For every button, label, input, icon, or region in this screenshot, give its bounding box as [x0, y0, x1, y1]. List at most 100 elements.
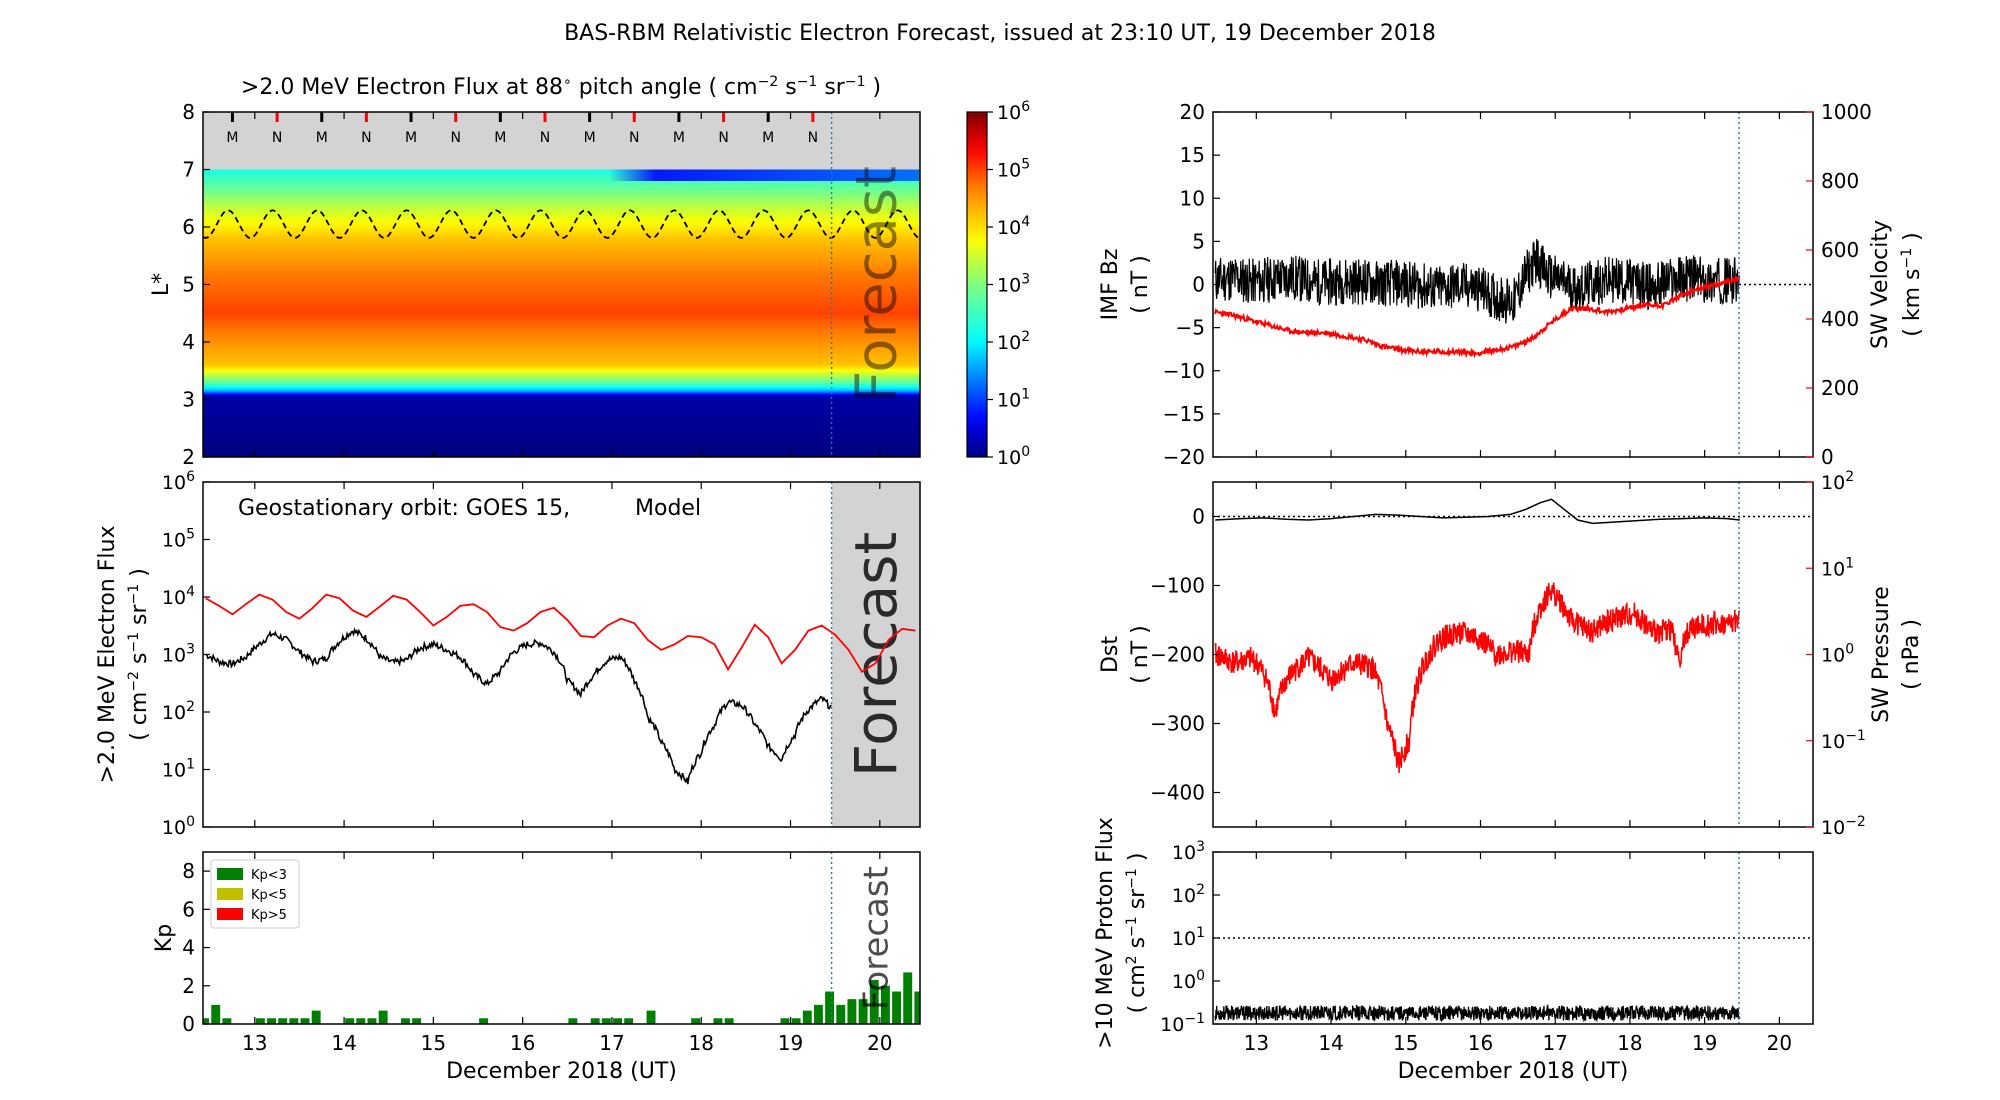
kp-bar — [1037, 999, 1046, 1024]
flux-map-y-tick-label: 4 — [182, 330, 195, 354]
geo-flux-y-tick-label-part: 0 — [186, 814, 195, 830]
proton-y-tick-label-part: 10 — [1172, 928, 1196, 950]
geo-flux-y-tick-label: 100 — [162, 814, 195, 839]
flux-map-marker-label: N — [361, 130, 371, 146]
flux-map-marker-label: N — [450, 130, 460, 146]
flux-map-y-tick-label: 5 — [182, 273, 195, 297]
dst-y-tick-label: 0 — [1192, 505, 1205, 529]
kp-bar — [345, 1018, 355, 1024]
dst-y-axis-label-line: Dst — [1098, 636, 1123, 673]
colorbar-tick-label: 100 — [997, 444, 1030, 469]
kp-bar — [311, 1010, 321, 1024]
dst-y2-tick-label-part: 0 — [1845, 642, 1854, 658]
kp-bar — [255, 1018, 265, 1024]
geo-flux-y-tick-label-part: 10 — [162, 530, 186, 552]
proton-y-tick-label: 10−1 — [1160, 1011, 1205, 1036]
dst-y2-tick-label: 100 — [1821, 642, 1854, 667]
dst-y-tick-label: −400 — [1150, 781, 1205, 805]
kp-bar — [568, 1018, 578, 1024]
geo-flux-model-line — [205, 593, 916, 674]
kp-bar — [479, 1018, 489, 1024]
dst-y2-axis-label-line: ( nPa ) — [1899, 619, 1924, 690]
kp-bar — [1015, 1005, 1024, 1024]
kp-bar — [880, 985, 890, 1024]
kp-bar — [948, 1011, 957, 1024]
dst-y-axis-label: Dst( nT ) — [1098, 625, 1153, 684]
proton-y-axis-label-line: ( cm2 s−1 sr−1 ) — [1124, 853, 1150, 1014]
dst-y2-tick-label-part: 10 — [1821, 645, 1845, 667]
geo-flux-y-tick-label-part: 10 — [162, 760, 186, 782]
flux-map-marker-label: N — [629, 130, 639, 146]
colorbar-tick-label-part: 10 — [997, 390, 1021, 412]
geo-flux-model-label: Model — [635, 496, 701, 521]
geo-flux-y-axis-label-line-part: sr — [127, 603, 152, 631]
kp-bar — [1082, 999, 1091, 1024]
geo-flux-y-tick-label-part: 10 — [162, 472, 186, 494]
kp-forecast-word: Forecast — [857, 866, 897, 1010]
kp-bar — [926, 999, 935, 1024]
flux-map-marker-label: N — [272, 130, 282, 146]
kp-bar — [267, 1018, 276, 1024]
imf-y2-axis-label-line: SW Velocity — [1868, 220, 1893, 349]
flux-map-title-part: ) — [865, 75, 881, 100]
colorbar — [966, 111, 988, 458]
kp-bar — [1071, 999, 1080, 1024]
imf-y-tick-label: −10 — [1163, 359, 1205, 383]
kp-y-tick-label: 6 — [182, 897, 195, 921]
geo-flux-y-tick-label: 103 — [162, 642, 195, 667]
kp-y-tick-label: 4 — [182, 936, 195, 960]
imf-y-tick-label: 5 — [1192, 229, 1205, 253]
geo-flux-y-axis-label-line-part: −1 — [126, 584, 142, 605]
colorbar-tick-label-part: 10 — [997, 217, 1021, 239]
dst-y2-tick-label: 10−2 — [1821, 814, 1866, 839]
dst-y2-tick-label-part: 10 — [1821, 472, 1845, 494]
proton-y-tick-label-part: 2 — [1196, 882, 1205, 898]
kp-bar — [624, 1018, 634, 1024]
colorbar-tick-label: 101 — [997, 387, 1030, 412]
geo-flux-y-axis-label-line-part: ( cm — [127, 692, 152, 741]
dst-y2-tick-label-part: 10 — [1821, 558, 1845, 580]
imf-y-tick-label: −15 — [1163, 402, 1205, 426]
kp-bar — [1004, 992, 1013, 1024]
proton-x-tick-label: 17 — [1542, 1031, 1567, 1055]
geo-flux-title: Geostationary orbit: GOES 15, — [238, 496, 570, 521]
dst-y2-tick-label-part: −1 — [1845, 728, 1866, 744]
geo-flux-y-tick-label-part: 6 — [186, 469, 195, 485]
flux-map-dropout — [608, 169, 920, 181]
proton-y-tick-label: 100 — [1172, 968, 1205, 993]
proton-y-axis-label-line-part: s — [1125, 937, 1150, 955]
dst-y2-tick-label-part: 10 — [1821, 817, 1845, 839]
kp-bar — [892, 991, 902, 1024]
dst-y2-tick-label-part: 1 — [1845, 555, 1854, 571]
geo-flux-forecast-label: Forecast — [842, 532, 910, 777]
imf-y-axis-label: IMF Bz( nT ) — [1098, 249, 1153, 321]
geo-flux-y-tick-label-part: 1 — [186, 757, 195, 773]
kp-bar — [646, 1010, 656, 1024]
flux-map-y-axis-label: L* — [149, 273, 174, 296]
dst-y-axis-label-line: ( nT ) — [1128, 625, 1153, 684]
proton-y-axis-label-line-part: 2 — [1124, 955, 1140, 964]
colorbar-tick-label-part: 5 — [1021, 157, 1030, 173]
kp-bar — [300, 1018, 310, 1024]
dst-y2-tick-label: 102 — [1821, 469, 1854, 494]
kp-x-tick-label: 15 — [421, 1031, 446, 1055]
proton-y-axis-label: >10 MeV Proton Flux( cm2 s−1 sr−1 ) — [1093, 817, 1150, 1049]
proton-x-tick-label: 20 — [1767, 1031, 1792, 1055]
kp-y-axis-label-line: Kp — [152, 924, 177, 952]
geo-flux-forecast-band — [831, 482, 920, 827]
proton-y-axis-label-line-part: −1 — [1124, 868, 1140, 889]
kp-bar — [367, 1018, 377, 1024]
colorbar-tick-label: 105 — [997, 157, 1030, 182]
geo-flux-y-tick-label-part: 4 — [186, 584, 195, 600]
kp-bar — [278, 1018, 288, 1024]
geo-flux-y-axis-label-line-part: −1 — [126, 632, 142, 653]
dst-sw-pressure-line — [1214, 582, 1741, 774]
geo-flux-y-tick-label-part: 10 — [162, 587, 186, 609]
imf-y2-axis-label-line-part: −1 — [1899, 248, 1915, 269]
colorbar-tick-label-part: 10 — [997, 275, 1021, 297]
kp-bar — [724, 1018, 734, 1024]
kp-bar — [970, 992, 979, 1024]
proton-x-tick-label: 14 — [1318, 1031, 1343, 1055]
dst-line — [1215, 498, 1740, 525]
imf-y2-tick-label: 1000 — [1821, 100, 1872, 124]
